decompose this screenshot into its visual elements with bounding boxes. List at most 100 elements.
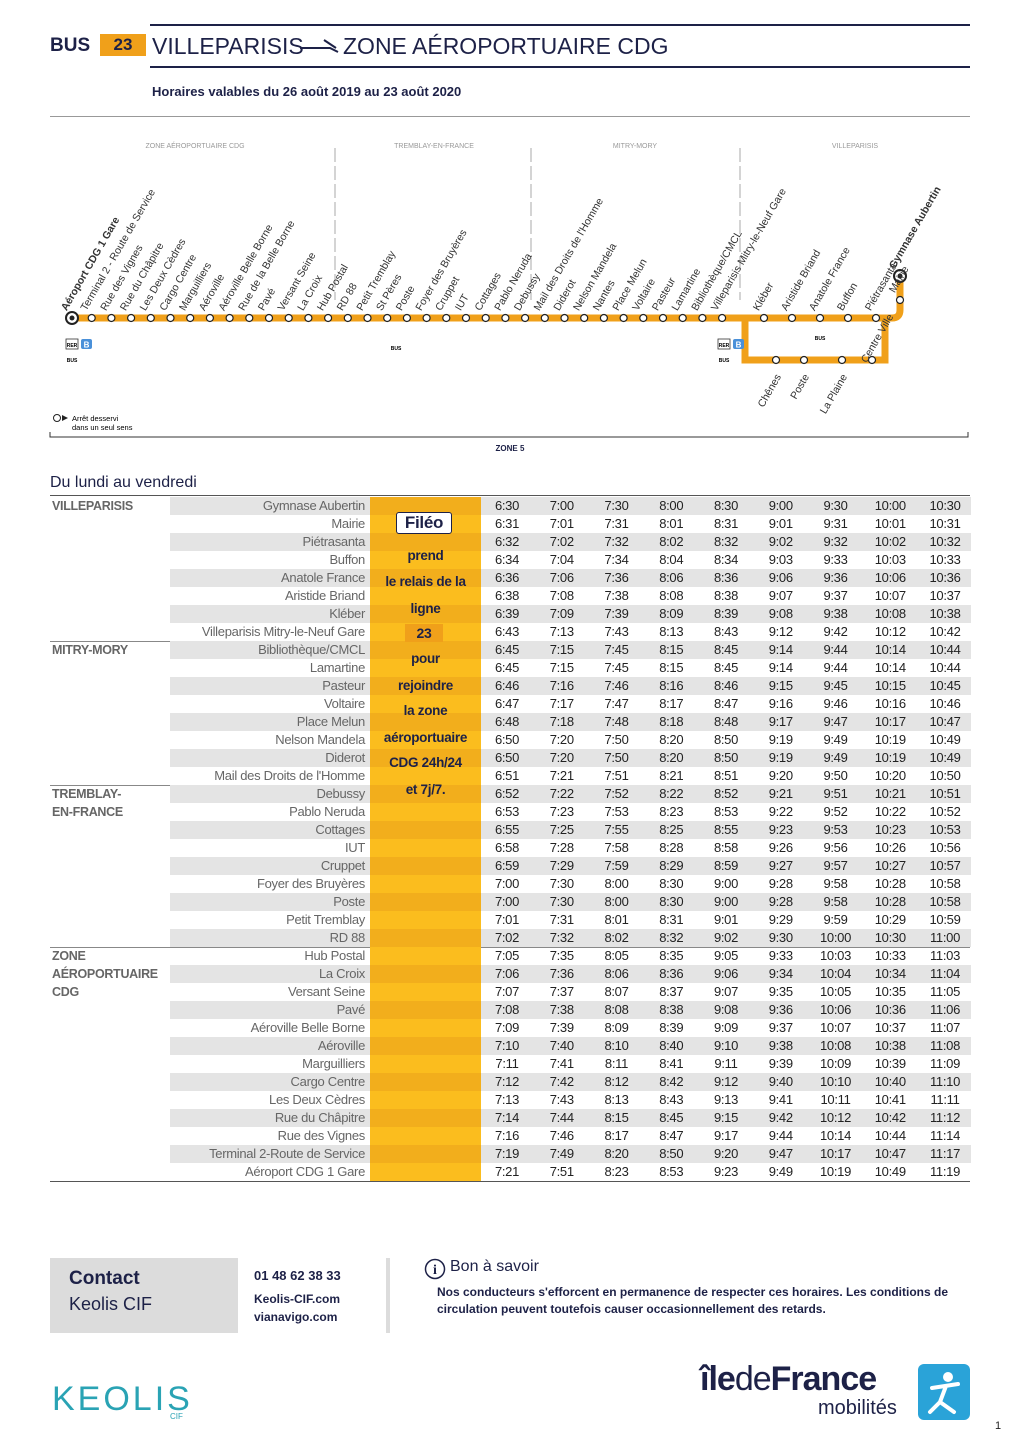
time: 11:11 — [930, 1092, 960, 1107]
stop-dot — [837, 355, 847, 365]
row-shade — [481, 1145, 971, 1163]
time: 7:19 — [494, 1146, 520, 1161]
stop-dot — [442, 313, 451, 323]
row-shade — [170, 965, 370, 983]
stop-name: Cruppet — [320, 858, 365, 873]
time: 8:59 — [713, 858, 739, 873]
fileo-cell — [370, 875, 481, 893]
time: 8:52 — [713, 786, 739, 801]
bus-icon: BUS — [719, 358, 730, 364]
fileo-cell — [370, 767, 481, 785]
fileo-text: CDG 24h/24 — [389, 755, 462, 771]
time: 9:49 — [823, 750, 848, 765]
time: 8:36 — [659, 966, 684, 981]
row-shade — [170, 1109, 370, 1127]
time: 10:08 — [819, 1038, 852, 1053]
time: 10:12 — [819, 1110, 852, 1125]
fileo-text: pour — [411, 651, 440, 666]
time: 11:06 — [929, 1002, 961, 1017]
row-shade — [481, 893, 971, 911]
time: 8:55 — [713, 822, 739, 837]
bus-icon: BUS — [391, 346, 402, 352]
time: 8:50 — [659, 1146, 684, 1161]
stop-name: La Croix — [318, 966, 365, 981]
stop-name: Voltaire — [324, 696, 365, 711]
time: 7:30 — [604, 498, 629, 513]
time: 8:48 — [713, 714, 739, 729]
time: 10:45 — [929, 678, 961, 693]
fileo-text: Filéo — [396, 512, 452, 535]
stop-label: Chênes — [756, 372, 784, 409]
time: 7:29 — [549, 858, 574, 873]
stop-dot — [186, 313, 195, 323]
time: 8:02 — [659, 534, 684, 549]
time: 8:29 — [659, 858, 684, 873]
stop-name: Kléber — [329, 606, 365, 621]
time: 7:39 — [549, 1020, 574, 1035]
time: 10:08 — [874, 606, 906, 621]
contact-title: Contact — [69, 1268, 140, 1289]
time: 10:38 — [929, 606, 961, 621]
stop-dot — [619, 313, 628, 323]
time: 11:05 — [929, 984, 961, 999]
website[interactable]: vianavigo.com — [254, 1310, 338, 1324]
time: 8:00 — [604, 876, 629, 891]
time: 7:08 — [494, 1002, 520, 1017]
time: 7:20 — [549, 732, 574, 747]
time: 10:16 — [874, 696, 906, 711]
time: 7:30 — [549, 894, 574, 909]
row-shade — [481, 1037, 971, 1055]
time: 7:15 — [549, 642, 574, 657]
time: 7:20 — [549, 750, 574, 765]
stop-dot — [560, 313, 569, 323]
time: 11:00 — [929, 930, 961, 945]
time: 10:20 — [874, 768, 906, 783]
time: 9:19 — [768, 732, 793, 747]
time: 10:49 — [929, 750, 961, 765]
website[interactable]: Keolis-CIF.com — [254, 1292, 341, 1306]
bus-icon: BUS — [815, 336, 826, 342]
row-shade — [481, 713, 971, 731]
time: 7:21 — [549, 768, 574, 783]
fileo-cell — [370, 1037, 481, 1055]
time: 9:49 — [768, 1164, 793, 1179]
stop-label: La Plaine — [818, 372, 850, 416]
time: 8:41 — [659, 1056, 684, 1071]
fileo-cell — [370, 605, 481, 623]
time: 8:04 — [659, 552, 684, 567]
time: 11:07 — [929, 1020, 961, 1035]
fileo-cell — [370, 731, 481, 749]
stop-name: Piétrasanta — [302, 534, 366, 549]
row-shade — [481, 821, 971, 839]
stop-name: Cottages — [315, 822, 365, 837]
time: 7:58 — [604, 840, 629, 855]
stop-dot — [787, 313, 797, 323]
rer-line-label: B — [736, 341, 742, 350]
fileo-cell — [370, 1073, 481, 1091]
time: 9:45 — [823, 678, 848, 693]
time: 7:59 — [604, 858, 629, 873]
time: 9:42 — [768, 1110, 793, 1125]
time: 10:44 — [929, 642, 961, 657]
time: 6:39 — [494, 606, 520, 621]
time: 10:34 — [874, 966, 906, 981]
time: 10:01 — [874, 516, 906, 531]
time: 10:12 — [874, 624, 906, 639]
time: 8:20 — [604, 1146, 629, 1161]
time: 8:43 — [713, 624, 739, 639]
row-shade — [481, 1001, 971, 1019]
time: 10:35 — [874, 984, 906, 999]
row-shade — [170, 929, 370, 947]
time: 8:05 — [604, 948, 629, 963]
rer-line-icon — [81, 339, 92, 349]
time: 7:40 — [549, 1038, 574, 1053]
time: 8:02 — [604, 930, 629, 945]
time: 7:50 — [604, 750, 629, 765]
time: 7:43 — [604, 624, 629, 639]
time: 8:42 — [659, 1074, 684, 1089]
time: 6:52 — [494, 786, 520, 801]
time: 6:50 — [494, 732, 520, 747]
time: 10:31 — [929, 516, 961, 531]
time: 10:19 — [819, 1164, 852, 1179]
